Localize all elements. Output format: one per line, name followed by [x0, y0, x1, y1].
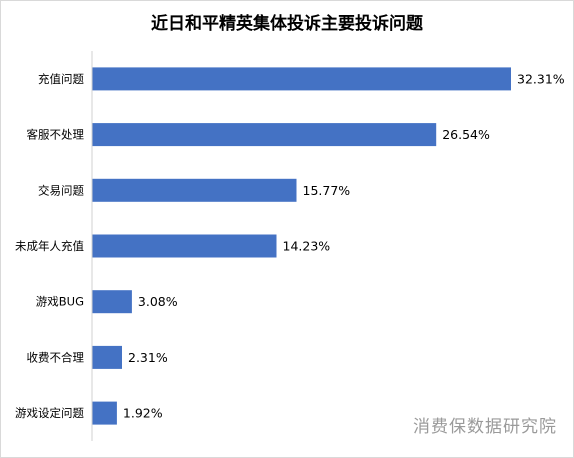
bar-3: [92, 234, 277, 258]
category-label-1: 客服不处理: [27, 128, 85, 142]
chart-title: 近日和平精英集体投诉主要投诉问题: [151, 14, 423, 34]
category-label-6: 游戏设定问题: [15, 406, 84, 420]
data-label-5: 2.31%: [128, 350, 168, 365]
watermark: 消费保数据研究院: [413, 417, 557, 437]
category-label-4: 游戏BUG: [36, 295, 84, 309]
data-label-2: 15.77%: [303, 183, 351, 198]
bar-1: [92, 123, 437, 147]
data-label-4: 3.08%: [138, 294, 178, 309]
bar-2: [92, 178, 297, 202]
bar-5: [92, 345, 122, 369]
category-label-3: 未成年人充值: [15, 239, 84, 253]
data-label-0: 32.31%: [517, 71, 565, 86]
category-label-5: 收费不合理: [27, 350, 85, 364]
bar-6: [92, 401, 117, 425]
data-label-3: 14.23%: [283, 239, 331, 254]
data-label-1: 26.54%: [442, 127, 490, 142]
data-label-6: 1.92%: [123, 406, 163, 421]
bar-4: [92, 290, 132, 314]
category-label-0: 充值问题: [38, 72, 84, 86]
bar-0: [92, 67, 511, 91]
category-label-2: 交易问题: [38, 183, 84, 197]
